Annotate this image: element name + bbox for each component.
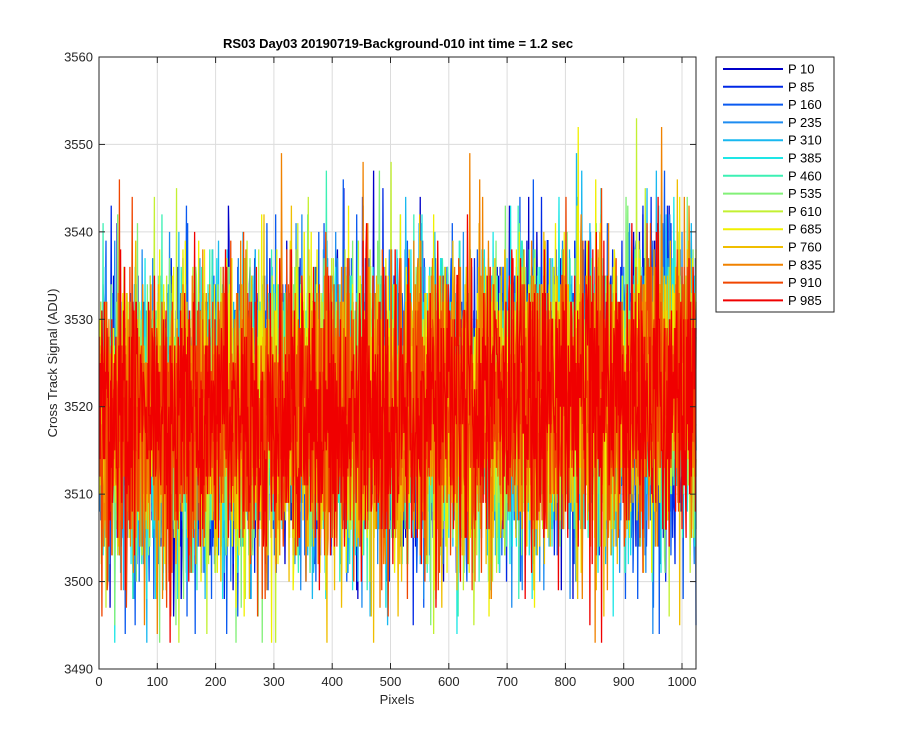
x-tick-label: 200 (205, 674, 227, 689)
x-tick-label: 800 (555, 674, 577, 689)
legend-label-p-85: P 85 (788, 79, 815, 94)
legend-label-p-310: P 310 (788, 133, 822, 148)
y-tick-label: 3490 (64, 662, 93, 677)
plot-lines (98, 118, 697, 643)
x-tick-label: 300 (263, 674, 285, 689)
chart-title: RS03 Day03 20190719-Background-010 int t… (223, 36, 573, 51)
x-tick-label: 400 (321, 674, 343, 689)
x-tick-label: 0 (95, 674, 102, 689)
legend-box (715, 56, 835, 313)
legend-label-p-610: P 610 (788, 204, 822, 219)
y-tick-label: 3540 (64, 224, 93, 239)
x-axis-label: Pixels (380, 692, 415, 707)
axes: 0 100 200 300 400 500 600 700 800 900 1000 3490 3500… (64, 50, 697, 690)
series-line-p-985 (98, 196, 697, 643)
legend-label-p-910: P 910 (788, 275, 822, 290)
legend-label-p-760: P 760 (788, 240, 822, 255)
y-tick-label: 3550 (64, 137, 93, 152)
legend-label-p-535: P 535 (788, 186, 822, 201)
legend: P 10 P 85 P 160 P 235 P 310 P 385 P 460 P 535 P … (715, 56, 835, 313)
legend-label-p-985: P 985 (788, 293, 822, 308)
x-tick-label: 100 (146, 674, 168, 689)
x-tick-label: 900 (613, 674, 635, 689)
x-tick-label: 1000 (668, 674, 697, 689)
x-tick-label: 500 (380, 674, 402, 689)
x-tick-label: 600 (438, 674, 460, 689)
y-tick-label: 3500 (64, 574, 93, 589)
legend-label-p-235: P 235 (788, 115, 822, 130)
series-line-p-910 (98, 179, 697, 617)
legend-label-p-685: P 685 (788, 222, 822, 237)
legend-label-p-835: P 835 (788, 257, 822, 272)
y-tick-label: 3530 (64, 312, 93, 327)
legend-label-p-460: P 460 (788, 168, 822, 183)
y-tick-label: 3520 (64, 399, 93, 414)
legend-items: P 10 P 85 P 160 P 235 P 310 P 385 P 460 P 535 P … (723, 62, 822, 308)
axes-frame (98, 56, 697, 670)
legend-label-p-10: P 10 (788, 62, 815, 77)
ticks: 0 100 200 300 400 500 600 700 800 900 1000 3490 3500… (64, 50, 696, 690)
y-axis-label: Cross Track Signal (ADU) (45, 289, 60, 438)
y-tick-label: 3560 (64, 50, 93, 65)
legend-label-p-160: P 160 (788, 97, 822, 112)
x-tick-label: 700 (496, 674, 518, 689)
y-tick-label: 3510 (64, 487, 93, 502)
legend-label-p-385: P 385 (788, 151, 822, 166)
